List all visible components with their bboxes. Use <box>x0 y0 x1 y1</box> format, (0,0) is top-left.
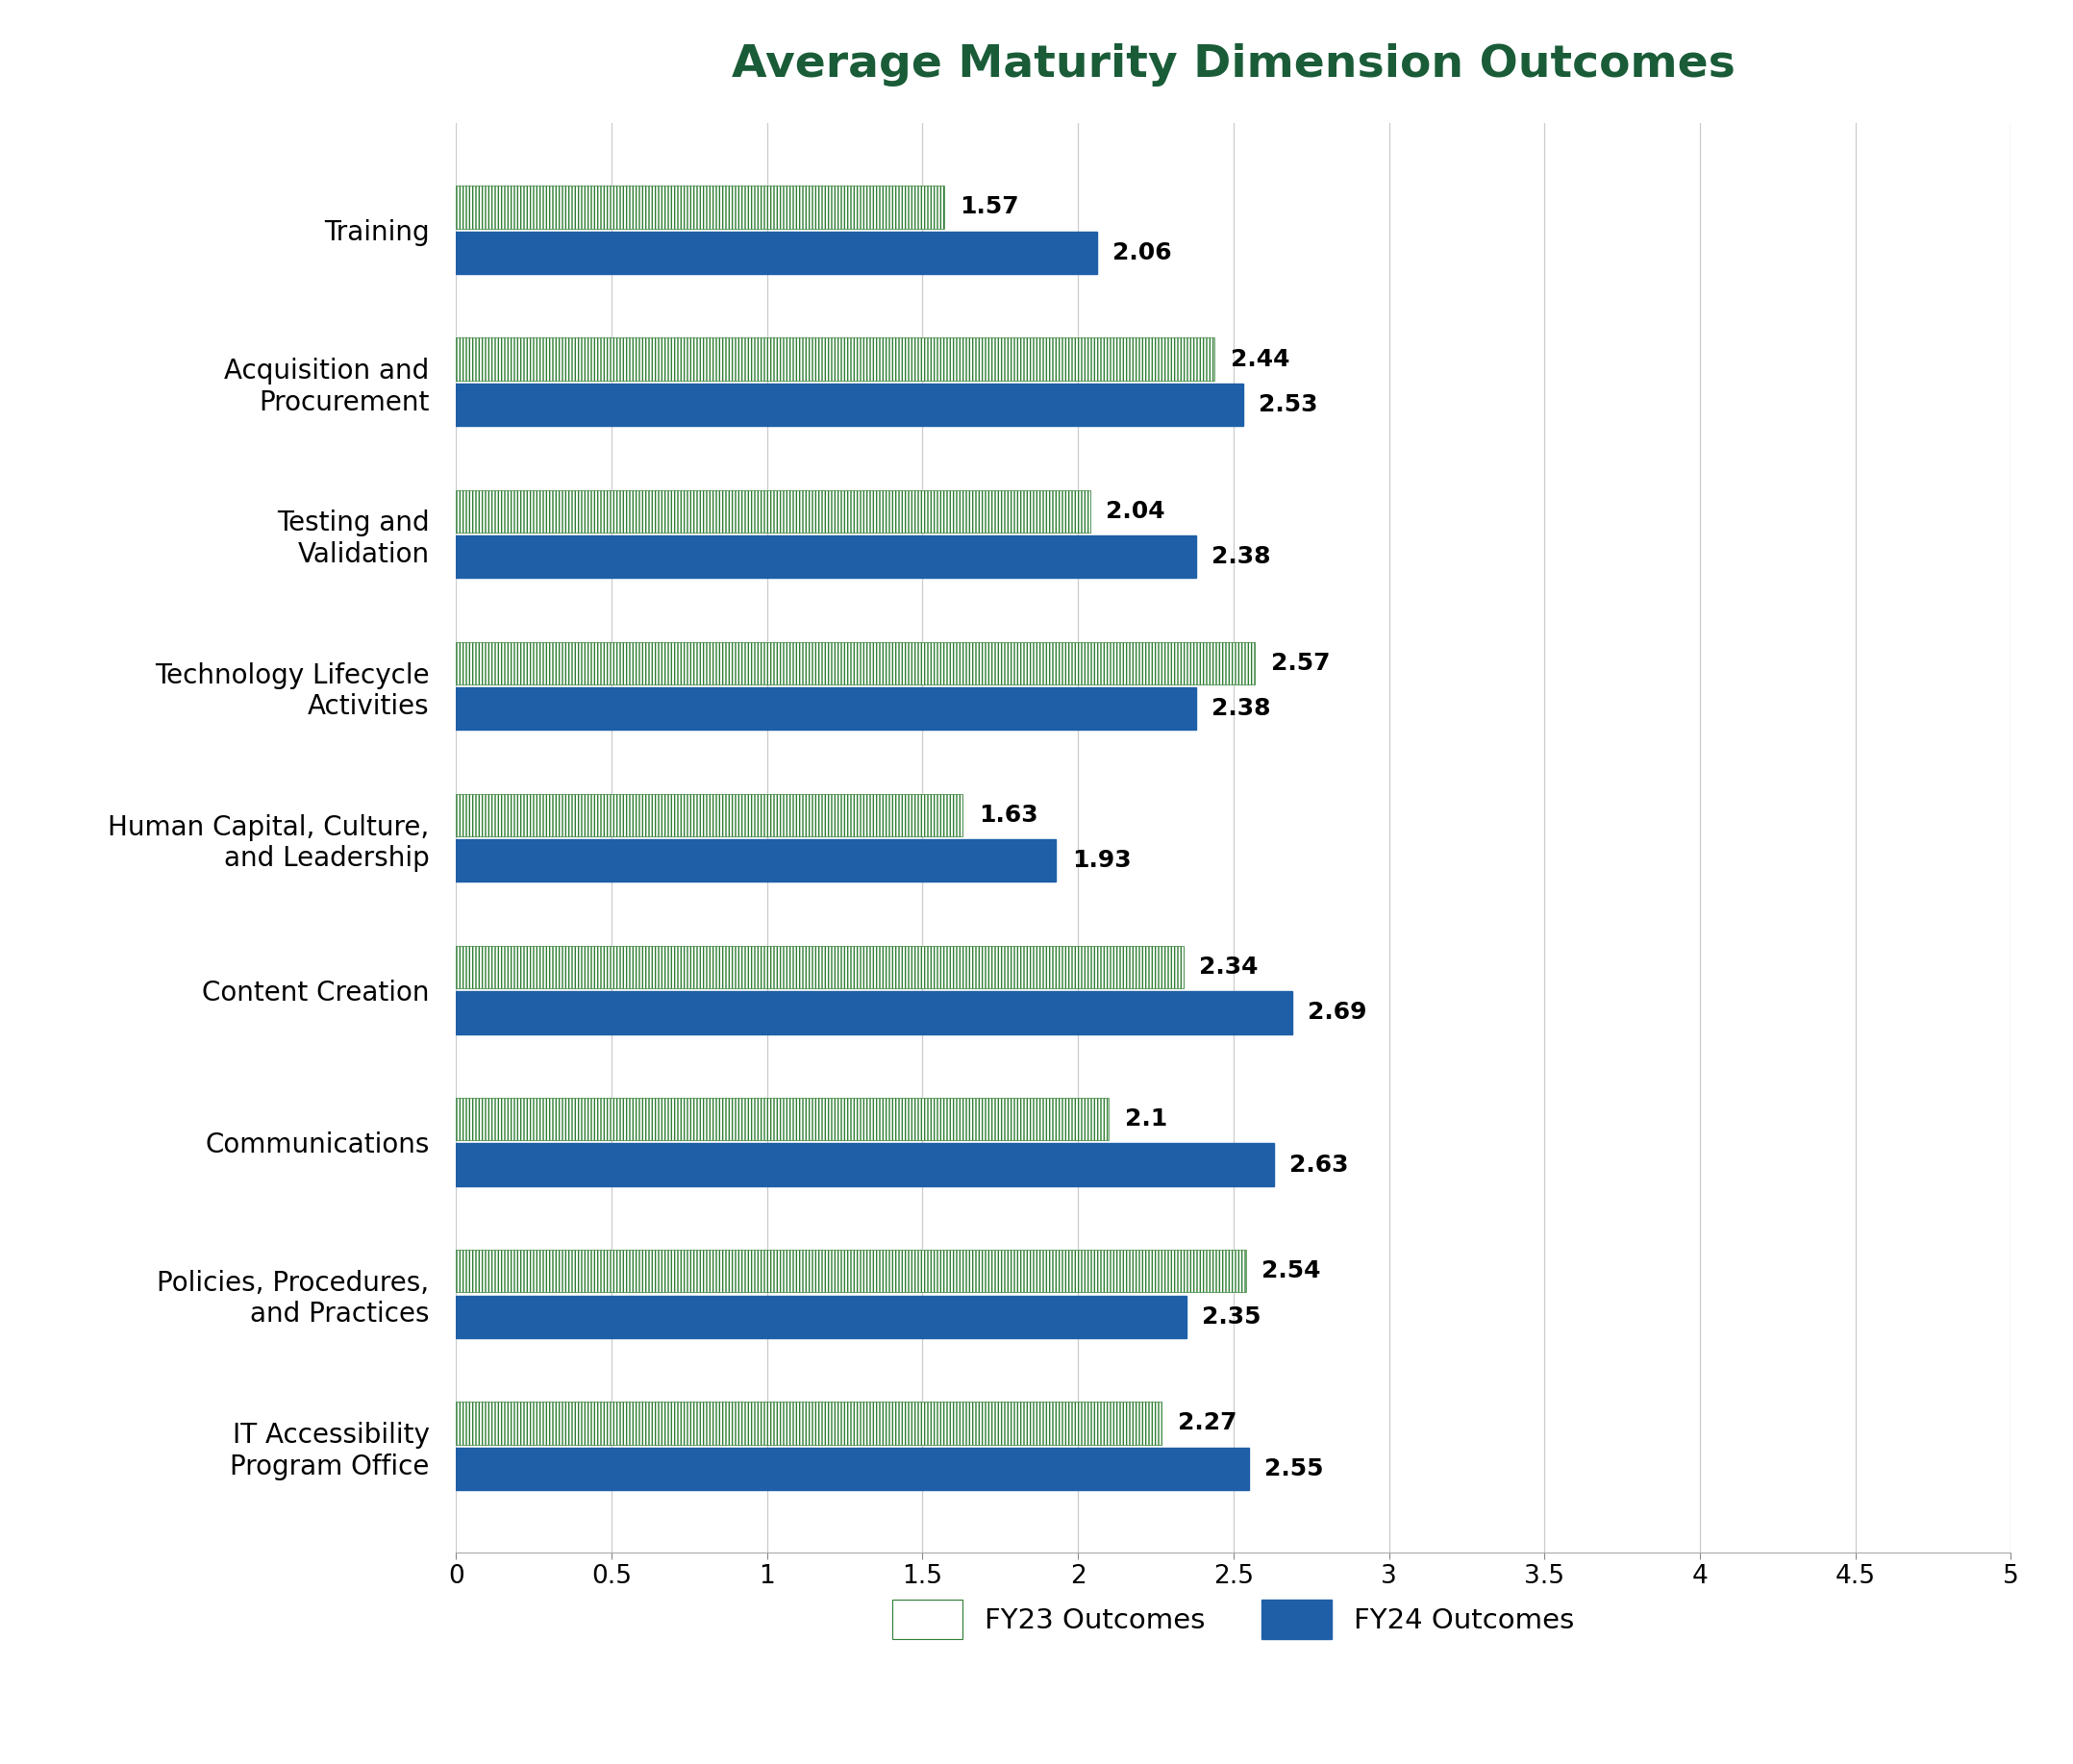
Title: Average Maturity Dimension Outcomes: Average Maturity Dimension Outcomes <box>732 42 1735 86</box>
Bar <box>456 642 1256 684</box>
Bar <box>456 794 964 836</box>
Bar <box>456 946 1184 988</box>
Text: 2.04: 2.04 <box>1107 499 1165 522</box>
Bar <box>456 490 1090 533</box>
Bar <box>456 231 1097 273</box>
Text: 2.57: 2.57 <box>1271 651 1331 674</box>
Bar <box>456 383 1244 425</box>
Bar <box>456 337 1215 381</box>
Text: 2.34: 2.34 <box>1198 956 1258 979</box>
Text: 2.44: 2.44 <box>1231 348 1289 370</box>
Bar <box>456 840 1057 882</box>
Bar <box>456 991 1294 1034</box>
Bar <box>456 1143 1275 1185</box>
Text: 2.63: 2.63 <box>1289 1154 1350 1177</box>
Text: 2.38: 2.38 <box>1211 697 1271 720</box>
Bar <box>456 185 945 228</box>
Bar <box>456 1295 1188 1337</box>
Text: 2.55: 2.55 <box>1265 1457 1325 1480</box>
Bar <box>456 1448 1250 1491</box>
Text: 2.35: 2.35 <box>1202 1305 1262 1328</box>
Text: 2.54: 2.54 <box>1260 1259 1321 1282</box>
Text: 1.93: 1.93 <box>1072 848 1132 871</box>
Text: 2.1: 2.1 <box>1126 1108 1167 1131</box>
Text: 2.27: 2.27 <box>1177 1411 1238 1434</box>
Text: 1.63: 1.63 <box>978 804 1039 827</box>
Bar <box>456 1251 1246 1293</box>
Bar <box>456 536 1196 579</box>
Bar <box>456 1097 1109 1140</box>
Bar <box>456 1402 1163 1445</box>
Text: 2.53: 2.53 <box>1258 393 1318 416</box>
Legend: FY23 Outcomes, FY24 Outcomes: FY23 Outcomes, FY24 Outcomes <box>864 1572 1602 1667</box>
Bar <box>456 688 1196 730</box>
Text: 1.57: 1.57 <box>960 196 1020 219</box>
Text: 2.69: 2.69 <box>1308 1002 1368 1025</box>
Text: 2.38: 2.38 <box>1211 545 1271 568</box>
Text: 2.06: 2.06 <box>1113 242 1171 265</box>
